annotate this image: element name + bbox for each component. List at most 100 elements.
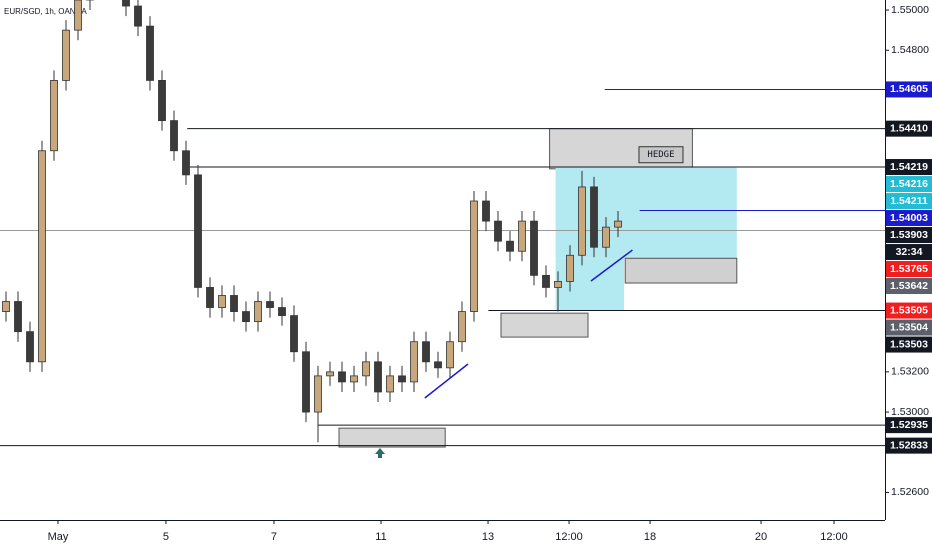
y-tick-label: 1.52600: [891, 486, 929, 498]
candle-body: [614, 220, 622, 228]
candle-body: [218, 295, 226, 308]
candle-body: [242, 311, 250, 323]
candle-body: [362, 361, 370, 377]
candle-body: [194, 174, 202, 288]
candle-body: [170, 120, 178, 152]
price-tag-label: 1.52833: [890, 439, 928, 451]
candle-body: [338, 371, 346, 383]
trendline: [590, 249, 633, 282]
candle-body: [482, 200, 490, 222]
zone-label: HEDGE: [647, 150, 674, 160]
x-tick-label: 20: [755, 531, 767, 543]
price-tag: [886, 437, 932, 454]
candle-body: [122, 0, 130, 7]
x-tick-label: 5: [163, 531, 169, 543]
price-tag: [886, 176, 932, 193]
price-tag: [886, 417, 932, 434]
price-tag-label: 1.53504: [890, 321, 928, 333]
candle-body: [578, 186, 586, 256]
candle-body: [470, 200, 478, 312]
price-tag: [886, 159, 932, 176]
candle-body: [14, 301, 22, 333]
price-tag: [886, 210, 932, 227]
price-tag-label: 1.54605: [890, 83, 928, 95]
candle-body: [302, 351, 310, 413]
candle-body: [422, 341, 430, 363]
arrow-marker: [375, 448, 385, 458]
chart-title: EUR/SGD, 1h, OANDA: [4, 7, 87, 16]
candle-body: [62, 29, 70, 81]
candle-body: [446, 341, 454, 369]
candle-body: [2, 301, 10, 312]
price-tag-label: 1.53765: [890, 263, 928, 275]
candle-body: [74, 0, 82, 31]
price-tag: [886, 227, 932, 244]
price-tag-label: 1.54219: [890, 161, 928, 173]
price-tag-label: 1.54410: [890, 122, 928, 134]
candle-body: [494, 220, 502, 242]
y-tick-label: 1.54800: [891, 44, 929, 56]
countdown-label: 32:34: [896, 246, 923, 258]
price-tag-label: 1.53503: [890, 338, 928, 350]
candle-body: [410, 341, 418, 383]
candle-body: [290, 315, 298, 353]
candle-body: [266, 301, 274, 308]
zone-label-box: [638, 146, 684, 164]
candle-body: [386, 375, 394, 393]
x-tick-label: 7: [271, 531, 277, 543]
candle-body: [230, 295, 238, 312]
candle-body: [590, 186, 598, 248]
zone: [338, 427, 446, 448]
price-tag: [886, 193, 932, 210]
price-tag-label: 1.53642: [890, 280, 928, 292]
countdown-tag: [886, 244, 932, 261]
price-tag-label: 1.54211: [890, 195, 928, 207]
candle-body: [26, 331, 34, 363]
price-tag-label: 1.53903: [890, 229, 928, 241]
candle-body: [206, 287, 214, 308]
x-tick-label: 11: [375, 531, 386, 543]
candle-body: [278, 307, 286, 316]
candle-body: [350, 375, 358, 383]
candle-body: [38, 150, 46, 363]
x-tick-label: 18: [644, 531, 656, 543]
price-tag-label: 1.54216: [890, 178, 928, 190]
candle-body: [182, 150, 190, 176]
candle-body: [314, 375, 322, 413]
price-tag: [886, 278, 932, 295]
y-tick-label: 1.53200: [891, 366, 929, 378]
zone: [624, 257, 738, 284]
candle-body: [158, 80, 166, 122]
candle-body: [506, 240, 514, 252]
candle-body: [434, 361, 442, 369]
candle-body: [134, 5, 142, 27]
zone: [555, 258, 624, 311]
trendline: [424, 363, 469, 399]
x-tick-label: 12:00: [820, 531, 848, 543]
y-tick-label: 1.55000: [891, 4, 929, 16]
x-tick-label: May: [48, 531, 69, 543]
candle-body: [566, 254, 574, 282]
candle-body: [602, 226, 610, 248]
price-tag: [886, 319, 932, 336]
candle-body: [530, 220, 538, 276]
y-tick-label: 1.53000: [891, 406, 929, 418]
x-tick-label: 12:00: [555, 531, 583, 543]
candle-body: [458, 311, 466, 343]
candle-body: [326, 371, 334, 377]
candle-body: [50, 80, 58, 152]
candle-body: [518, 220, 526, 252]
candle-body: [554, 281, 562, 288]
price-tag: [886, 302, 932, 319]
price-tag: [886, 120, 932, 137]
x-tick-label: 13: [482, 531, 494, 543]
candle-body: [542, 274, 550, 288]
price-tag-label: 1.54003: [890, 212, 928, 224]
candle-body: [254, 301, 262, 323]
price-tag: [886, 261, 932, 278]
price-tag-label: 1.52935: [890, 419, 928, 431]
price-tag-label: 1.53505: [890, 304, 928, 316]
candle-body: [398, 375, 406, 383]
